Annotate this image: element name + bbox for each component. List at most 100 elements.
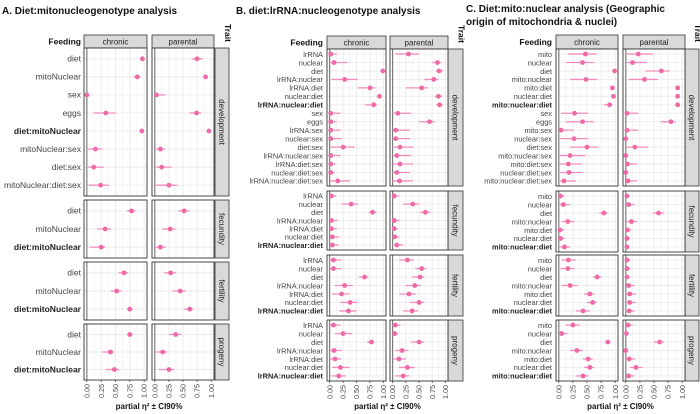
x-tick-label: 0.50 [111,384,120,398]
term-label: diet:mitoNuclear [14,364,82,374]
term-label: mito:sex [524,126,552,135]
panel-b: B. diet:lrRNA:nucleogenotype analysis Fee… [236,6,467,411]
estimate-point [340,144,346,150]
x-tick-label: 0.75 [125,384,134,398]
term-label: mito:diet [524,226,552,235]
estimate-point [656,210,661,216]
estimate-point [409,308,415,314]
estimate-point [362,274,367,280]
estimate-point [630,60,635,65]
term-label: eggs [307,118,323,127]
estimate-point [331,257,336,263]
estimate-point [633,365,639,370]
estimate-point [340,331,346,336]
estimate-point [396,356,402,362]
term-label: diet [540,273,552,282]
estimate-point [140,56,145,62]
x-tick-label: 0.50 [179,384,188,398]
estimate-point [187,306,193,312]
estimate-point [339,291,344,297]
plot-border [555,254,619,317]
term-label: mitoNuclear [36,286,82,296]
estimate-point [328,136,334,142]
estimate-point [566,257,571,263]
estimate-point [437,102,442,108]
term-label: diet [540,338,552,347]
x-tick-label: 1.00 [441,385,450,399]
plot-progeny-chronic [555,319,619,382]
estimate-point [158,244,163,250]
panel-title: C. Diet:mito:nuclear analysis (Geographi… [466,4,665,15]
term-label: mito:nuclear:diet [492,243,552,252]
trait-label: fertility [217,279,226,302]
estimate-point [642,77,647,82]
estimate-point [624,236,630,241]
estimate-point [392,234,398,240]
plot-development-chronic [326,48,387,187]
estimate-point [626,202,632,207]
term-label: nuclear:diet [285,233,323,242]
term-label: mitoNuclear [36,224,82,234]
estimate-point [567,153,573,158]
estimate-point [166,182,172,188]
term-label: nuclear:diet [514,363,552,372]
estimate-point [336,373,342,379]
term-label: lrRNA:nuclear [277,75,324,84]
estimate-point [594,274,600,280]
strip-label-parental: parental [169,38,198,47]
estimate-point [435,60,440,65]
trait-strip-fecundity [214,199,230,259]
trait-label: progeny [451,336,460,365]
term-label: diet [311,208,323,217]
x-tick-label: 0.75 [193,384,202,398]
plot-fertility-parental [622,254,686,317]
estimate-point [627,291,633,297]
term-label: lrRNA [303,50,323,59]
x-tick-label: 0.25 [636,385,645,399]
estimate-point [417,274,423,280]
panel-title: origin of mitochondria & nuclei) [466,17,617,28]
estimate-point [371,102,377,108]
term-label: eggs [63,108,81,118]
estimate-point [127,306,133,312]
term-label: lrRNA:nuclear:diet [258,101,324,110]
strip-label-chronic: chronic [344,39,370,48]
plot-border [83,199,148,259]
estimate-point [107,349,113,355]
trait-label: fecundity [687,205,696,237]
x-tick-label: 0.25 [97,384,106,398]
plot-border [151,47,215,197]
estimate-point [391,226,397,232]
x-tick-label: 0.25 [165,384,174,398]
estimate-point [367,85,373,91]
trait-label: fertility [687,274,696,297]
estimate-point [405,257,410,263]
plot-border [151,261,215,321]
x-tick-label: 0.25 [569,385,578,399]
estimate-point [675,102,681,108]
estimate-point [167,226,173,232]
estimate-point [328,161,334,167]
estimate-point [587,291,593,297]
term-label: diet [311,67,323,76]
facet-col-label: Trait [223,24,233,42]
estimate-point [111,367,117,372]
estimate-point [331,322,336,328]
estimate-point [625,322,631,328]
estimate-point [139,128,145,134]
estimate-point [393,127,399,133]
term-label: nuclear:diet [514,234,552,243]
term-label: diet [540,67,552,76]
term-label: nuclear [528,200,553,209]
facet-col-label: Trait [457,25,467,43]
term-label: mito:nuclear:diet [492,307,552,316]
estimate-point [399,348,405,353]
term-label: nuclear [299,200,324,209]
estimate-point [625,227,630,233]
estimate-point [391,218,397,223]
estimate-point [347,300,353,305]
term-label: diet [67,329,81,339]
estimate-point [159,164,164,170]
estimate-point [331,60,337,65]
term-label: lrRNA:nuclear [277,346,324,355]
